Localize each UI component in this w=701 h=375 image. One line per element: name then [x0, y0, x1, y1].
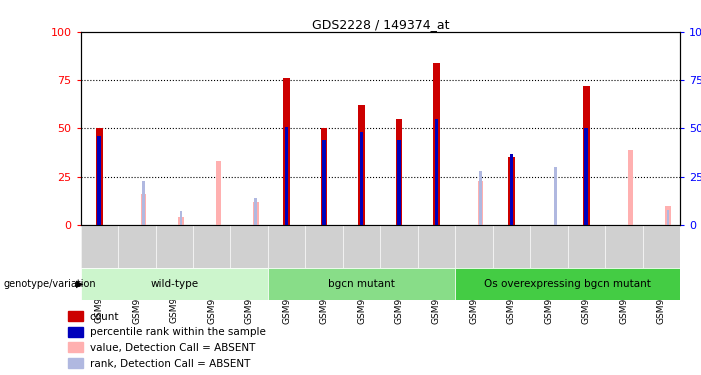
- Bar: [665, 206, 671, 225]
- Bar: [628, 150, 633, 225]
- Bar: [395, 119, 402, 225]
- Bar: [358, 105, 365, 225]
- Text: Os overexpressing bgcn mutant: Os overexpressing bgcn mutant: [484, 279, 651, 289]
- Text: rank, Detection Call = ABSENT: rank, Detection Call = ABSENT: [90, 358, 250, 369]
- Text: genotype/variation: genotype/variation: [4, 279, 96, 289]
- Bar: [360, 132, 363, 225]
- Bar: [216, 161, 221, 225]
- Text: count: count: [90, 312, 119, 322]
- Bar: [179, 211, 182, 225]
- Bar: [321, 128, 327, 225]
- Bar: [97, 136, 101, 225]
- Bar: [254, 198, 257, 225]
- Bar: [253, 202, 259, 225]
- Bar: [69, 311, 83, 321]
- Bar: [667, 210, 669, 225]
- Text: bgcn mutant: bgcn mutant: [328, 279, 395, 289]
- FancyBboxPatch shape: [81, 268, 268, 300]
- Bar: [69, 327, 83, 336]
- Bar: [585, 128, 588, 225]
- Bar: [397, 140, 401, 225]
- Bar: [69, 358, 83, 368]
- Bar: [142, 181, 145, 225]
- Bar: [69, 342, 83, 352]
- Bar: [508, 158, 515, 225]
- Bar: [141, 194, 147, 225]
- Bar: [283, 78, 290, 225]
- Bar: [322, 140, 326, 225]
- Bar: [285, 126, 289, 225]
- Bar: [583, 86, 590, 225]
- Bar: [433, 63, 440, 225]
- Text: percentile rank within the sample: percentile rank within the sample: [90, 327, 266, 337]
- Bar: [478, 181, 483, 225]
- Bar: [178, 217, 184, 225]
- Bar: [96, 128, 103, 225]
- FancyBboxPatch shape: [455, 268, 680, 300]
- FancyBboxPatch shape: [268, 268, 455, 300]
- Text: ▶: ▶: [76, 279, 83, 289]
- Bar: [554, 167, 557, 225]
- Title: GDS2228 / 149374_at: GDS2228 / 149374_at: [311, 18, 449, 31]
- Bar: [510, 153, 513, 225]
- Text: wild-type: wild-type: [150, 279, 198, 289]
- Text: value, Detection Call = ABSENT: value, Detection Call = ABSENT: [90, 343, 255, 353]
- Bar: [435, 119, 438, 225]
- Bar: [479, 171, 482, 225]
